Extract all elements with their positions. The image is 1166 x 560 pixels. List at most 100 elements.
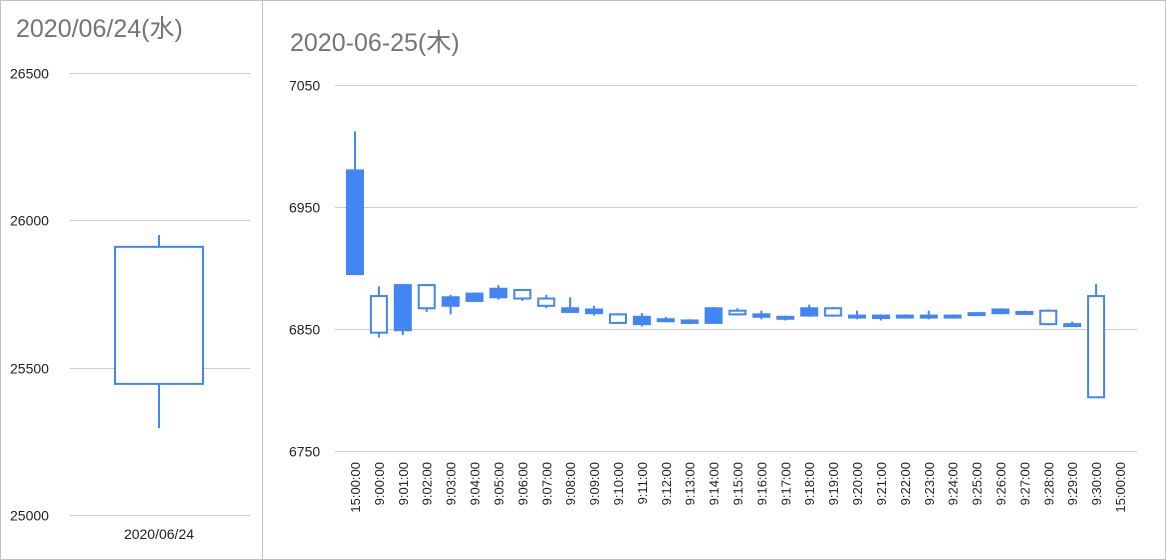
left-x-tick: 2020/06/24: [124, 526, 194, 542]
candle-body-rising: [848, 314, 867, 319]
candle: [1063, 321, 1082, 328]
x-tick-label: 9:17:00: [778, 462, 793, 505]
candle-body-falling: [704, 307, 723, 324]
candle-body-rising: [1087, 295, 1106, 399]
x-tick-label: 15:00:00: [348, 462, 363, 513]
x-tick-label: 9:28:00: [1041, 462, 1056, 505]
candle: [656, 316, 675, 323]
x-tick-label: 9:05:00: [491, 462, 506, 505]
candle: [824, 307, 843, 317]
x-tick-label: 9:18:00: [802, 462, 817, 505]
x-tick-label: 9:08:00: [563, 462, 578, 505]
candle: [346, 131, 364, 276]
x-tick-label: 9:19:00: [826, 462, 841, 505]
x-tick-label: 9:09:00: [587, 462, 602, 505]
candle: [728, 308, 747, 316]
candle: [561, 297, 580, 313]
x-tick-label: 9:00:00: [372, 462, 387, 505]
candle-body-falling: [656, 318, 675, 323]
y-tick-label: 7050: [289, 78, 320, 94]
candle-body-falling: [465, 292, 484, 302]
candle-body-rising: [824, 307, 843, 317]
candle: [1039, 309, 1058, 326]
candle: [919, 310, 938, 320]
candle: [632, 313, 651, 327]
candle: [800, 304, 819, 317]
y-tick-label: 26000: [10, 213, 49, 229]
x-tick-label: 9:30:00: [1089, 462, 1104, 505]
x-tick-label: 9:26:00: [993, 462, 1008, 505]
candle: [895, 314, 914, 319]
candle-body-falling: [441, 296, 460, 307]
candle: [1015, 310, 1034, 315]
x-tick-label: 9:01:00: [396, 462, 411, 505]
x-tick-label: 9:22:00: [898, 462, 913, 505]
candle-body-falling: [1015, 310, 1034, 315]
candle: [752, 310, 771, 320]
candle: [608, 313, 627, 325]
candle: [465, 292, 484, 303]
candle: [585, 305, 604, 316]
y-tick-label: 25000: [10, 508, 49, 524]
y-tick-label: 6950: [289, 200, 320, 216]
x-tick-label: 9:10:00: [611, 462, 626, 505]
candle: [393, 283, 412, 336]
candle-body-rising: [728, 309, 747, 316]
x-tick-label: 9:06:00: [515, 462, 530, 505]
x-tick-label: 9:25:00: [970, 462, 985, 505]
x-tick-label: 9:04:00: [468, 462, 483, 505]
x-tick-label: 9:12:00: [659, 462, 674, 505]
candle: [441, 294, 460, 315]
candle-body-rising: [967, 312, 986, 317]
candle: [967, 311, 986, 317]
candle-body-falling: [752, 313, 771, 318]
candle-body-falling: [680, 319, 699, 324]
candle: [537, 294, 556, 309]
x-tick-label: 9:21:00: [874, 462, 889, 505]
candle-body-falling: [561, 307, 580, 313]
candle-body-rising: [513, 288, 532, 300]
candle-body-falling: [1063, 323, 1082, 328]
x-tick-label: 9:24:00: [946, 462, 961, 505]
x-tick-label: 9:29:00: [1065, 462, 1080, 505]
candle-body-rising: [537, 297, 556, 307]
candle-body-falling: [776, 315, 795, 320]
x-tick-label: 9:20:00: [850, 462, 865, 505]
x-tick-label: 9:07:00: [539, 462, 554, 505]
x-tick-label: 9:11:00: [635, 462, 650, 504]
left-candles: [114, 235, 204, 429]
candle-body-rising: [369, 295, 388, 334]
minute-candlestick-chart: 2020-06-25(木) 6750 6850 6950 7050 15:00:00 9…: [289, 29, 1137, 513]
right-chart-title: 2020-06-25(木): [290, 29, 460, 57]
candle: [991, 308, 1010, 315]
x-tick-label: 9:23:00: [922, 462, 937, 505]
y-tick-label: 25500: [10, 361, 49, 377]
right-gridlines: [335, 85, 1137, 452]
left-chart-title: 2020/06/24(水): [16, 15, 183, 43]
candle: [848, 310, 867, 320]
x-tick-label: 9:15:00: [731, 462, 746, 505]
x-tick-label: 9:16:00: [754, 462, 769, 505]
candle: [114, 235, 204, 429]
candle-body-falling: [632, 315, 651, 326]
candle: [489, 285, 508, 300]
candle: [943, 314, 962, 319]
candle-body-falling: [991, 308, 1010, 315]
candle: [871, 314, 890, 321]
candle: [704, 307, 723, 324]
right-y-axis: 6750 6850 6950 7050: [289, 78, 320, 460]
candle-body-rising: [943, 314, 962, 319]
candle-body-rising: [919, 314, 938, 319]
candle-body-falling: [585, 308, 604, 315]
candle-body-falling: [871, 314, 890, 320]
x-tick-label: 9:03:00: [444, 462, 459, 505]
right-x-axis: 15:00:00 9:00:00 9:01:00 9:02:00 9:03:00 9:04…: [348, 462, 1128, 513]
x-tick-label: 9:02:00: [420, 462, 435, 505]
left-y-axis: 25000 25500 26000 26500: [10, 66, 49, 524]
y-tick-label: 6750: [289, 444, 320, 460]
candle: [776, 315, 795, 321]
daily-candlestick-chart: 2020/06/24(水) 25000 25500 26000 26500 2020/…: [10, 15, 250, 542]
candle-body-rising: [895, 314, 914, 319]
x-tick-label: 9:13:00: [683, 462, 698, 505]
